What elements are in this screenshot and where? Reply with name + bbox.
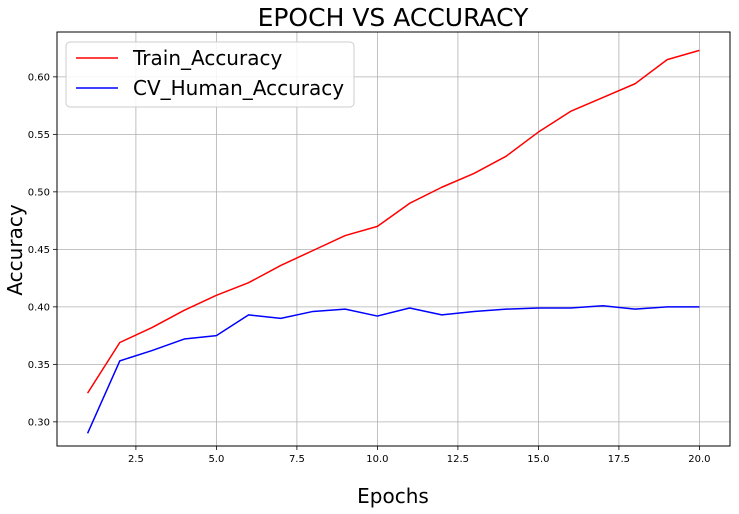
series-line-cv-human-accuracy xyxy=(86,304,700,434)
x-tick-label: 7.5 xyxy=(289,454,305,465)
y-tick-label: 0.30 xyxy=(28,417,50,428)
y-tick-label: 0.45 xyxy=(28,245,50,256)
y-tick-label: 0.55 xyxy=(28,130,50,141)
y-tick-label: 0.50 xyxy=(28,187,50,198)
y-tick-label: 0.40 xyxy=(28,302,50,313)
y-axis-title: Accuracy xyxy=(3,204,27,295)
x-tick-label: 20.0 xyxy=(688,454,710,465)
x-tick-label: 5.0 xyxy=(208,454,224,465)
y-tick-label: 0.35 xyxy=(28,360,50,371)
x-axis-ticks: 2.5 5.0 7.5 10.0 12.5 15.0 17.5 20.0 xyxy=(128,446,711,465)
series-line-train-accuracy xyxy=(86,49,700,394)
x-tick-label: 17.5 xyxy=(608,454,630,465)
x-axis-title: Epochs xyxy=(357,484,429,508)
legend-label-train: Train_Accuracy xyxy=(132,46,282,70)
y-axis-ticks: 0.30 0.35 0.40 0.45 0.50 0.55 0.60 xyxy=(28,72,57,428)
x-tick-label: 15.0 xyxy=(527,454,549,465)
x-tick-label: 2.5 xyxy=(128,454,144,465)
legend-label-cv: CV_Human_Accuracy xyxy=(133,76,344,100)
series-layer xyxy=(86,49,700,434)
chart-title: EPOCH VS ACCURACY xyxy=(258,3,530,32)
x-tick-label: 12.5 xyxy=(447,454,469,465)
legend: Train_Accuracy CV_Human_Accuracy xyxy=(65,41,355,108)
legend-box xyxy=(65,41,355,108)
y-tick-label: 0.60 xyxy=(28,72,50,83)
x-tick-label: 10.0 xyxy=(366,454,388,465)
plot-frame xyxy=(56,31,731,447)
